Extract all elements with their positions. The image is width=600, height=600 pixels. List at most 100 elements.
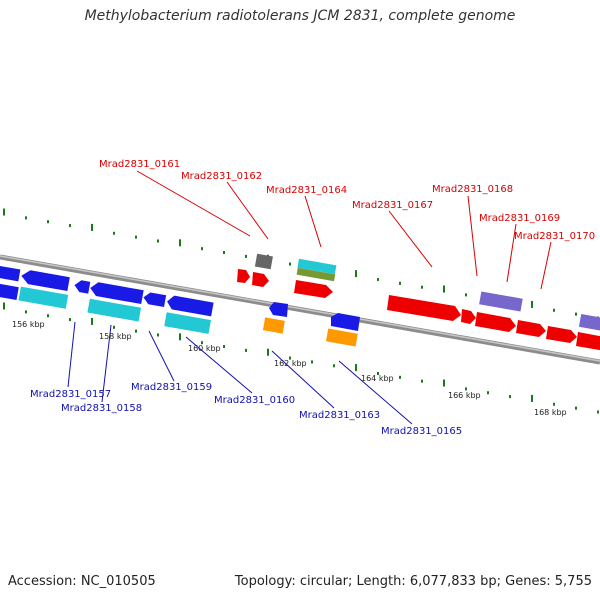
scale-tick bbox=[25, 310, 27, 314]
scale-tick bbox=[465, 293, 467, 297]
gene-box[interactable] bbox=[87, 298, 142, 322]
scale-tick bbox=[355, 364, 357, 372]
top-leader-lines bbox=[136, 170, 552, 290]
gene-label[interactable]: Mrad2831_0168 bbox=[432, 184, 513, 195]
scale-tick bbox=[69, 224, 71, 228]
gene-box[interactable] bbox=[164, 312, 211, 334]
gene-arrow[interactable] bbox=[387, 295, 461, 321]
scale-tick bbox=[3, 208, 5, 216]
scale-label: 166 kbp bbox=[448, 391, 481, 400]
scale-tick bbox=[355, 270, 357, 278]
gene-box[interactable] bbox=[296, 267, 336, 282]
scale-tick bbox=[267, 348, 269, 356]
scale-tick bbox=[531, 300, 533, 308]
scale-tick bbox=[575, 406, 577, 410]
gene-arrow[interactable] bbox=[461, 309, 476, 324]
scale-tick bbox=[311, 360, 313, 364]
scale-tick bbox=[25, 216, 27, 220]
gene-label[interactable]: Mrad2831_0167 bbox=[352, 200, 433, 211]
scale-tick bbox=[245, 348, 247, 352]
genome-backbone-highlight bbox=[0, 255, 600, 362]
gene-box[interactable] bbox=[479, 291, 523, 312]
gene-label[interactable]: Mrad2831_0165 bbox=[381, 426, 462, 437]
scale-tick bbox=[179, 239, 181, 247]
gene-box[interactable] bbox=[18, 286, 69, 309]
scale-tick bbox=[377, 277, 379, 281]
map-title: Methylobacterium radiotolerans JCM 2831,… bbox=[84, 8, 516, 24]
gene-label[interactable]: Mrad2831_0170 bbox=[514, 231, 595, 242]
gene-arrow[interactable] bbox=[331, 313, 360, 331]
gene-arrow[interactable] bbox=[237, 269, 250, 283]
genome-backbone bbox=[0, 254, 600, 365]
top-gene-labels: Mrad2831_0161 Mrad2831_0162 Mrad2831_016… bbox=[99, 159, 595, 242]
scale-tick bbox=[597, 410, 599, 414]
bottom-tick-track bbox=[3, 302, 599, 414]
accession-text: Accession: NC_010505 bbox=[8, 574, 156, 589]
gene-box[interactable] bbox=[326, 328, 358, 347]
gene-box[interactable] bbox=[297, 258, 337, 275]
gene-label[interactable]: Mrad2831_0162 bbox=[181, 171, 262, 182]
scale-label: 164 kbp bbox=[361, 374, 394, 383]
gene-arrow[interactable] bbox=[576, 332, 600, 351]
scale-tick bbox=[487, 391, 489, 395]
scale-tick bbox=[113, 231, 115, 235]
gene-label[interactable]: Mrad2831_0159 bbox=[131, 382, 212, 393]
gene-arrow[interactable] bbox=[252, 272, 269, 287]
gene-label[interactable]: Mrad2831_0157 bbox=[30, 389, 111, 400]
scale-tick bbox=[509, 395, 511, 399]
scale-tick bbox=[135, 329, 137, 333]
summary-text: Topology: circular; Length: 6,077,833 bp… bbox=[234, 574, 592, 589]
scale-labels: 156 kbp 158 kbp 160 kbp 162 kbp 164 kbp … bbox=[12, 320, 567, 417]
gene-label[interactable]: Mrad2831_0164 bbox=[266, 185, 347, 196]
scale-label: 156 kbp bbox=[12, 320, 45, 329]
scale-tick bbox=[289, 356, 291, 360]
top-tick-track bbox=[3, 208, 599, 320]
scale-tick bbox=[399, 375, 401, 379]
scale-label: 168 kbp bbox=[534, 408, 567, 417]
scale-label: 162 kbp bbox=[274, 359, 307, 368]
gene-box[interactable] bbox=[262, 317, 285, 334]
gene-features bbox=[0, 253, 600, 351]
gene-arrow[interactable] bbox=[475, 312, 516, 332]
scale-tick bbox=[531, 394, 533, 402]
scale-label: 160 kbp bbox=[188, 344, 221, 353]
gene-arrow[interactable] bbox=[142, 291, 167, 308]
scale-tick bbox=[223, 345, 225, 349]
gene-arrow[interactable] bbox=[0, 265, 21, 282]
scale-tick bbox=[3, 302, 5, 310]
scale-tick bbox=[179, 333, 181, 341]
scale-tick bbox=[201, 247, 203, 251]
gene-label[interactable]: Mrad2831_0169 bbox=[479, 213, 560, 224]
gene-arrow[interactable] bbox=[294, 280, 333, 298]
gene-box[interactable] bbox=[254, 253, 273, 270]
scale-tick bbox=[421, 379, 423, 383]
gene-arrow[interactable] bbox=[0, 283, 19, 301]
gene-label[interactable]: Mrad2831_0158 bbox=[61, 403, 142, 414]
gene-label[interactable]: Mrad2831_0161 bbox=[99, 159, 180, 170]
scale-tick bbox=[553, 308, 555, 312]
scale-tick bbox=[113, 325, 115, 329]
scale-tick bbox=[465, 387, 467, 391]
gene-arrow[interactable] bbox=[546, 326, 577, 343]
scale-tick bbox=[245, 254, 247, 258]
scale-label: 158 kbp bbox=[99, 332, 132, 341]
bottom-leader-lines bbox=[67, 321, 413, 425]
scale-tick bbox=[91, 223, 93, 231]
gene-box[interactable] bbox=[578, 314, 600, 332]
gene-arrow[interactable] bbox=[166, 295, 214, 317]
scale-tick bbox=[157, 333, 159, 337]
scale-tick bbox=[377, 371, 379, 375]
gene-label[interactable]: Mrad2831_0160 bbox=[214, 395, 295, 406]
scale-tick bbox=[289, 262, 291, 266]
gene-arrow[interactable] bbox=[73, 279, 91, 294]
scale-tick bbox=[47, 220, 49, 224]
gene-arrow[interactable] bbox=[89, 281, 144, 305]
scale-tick bbox=[69, 318, 71, 322]
gene-arrow[interactable] bbox=[516, 320, 546, 337]
gene-arrow[interactable] bbox=[269, 302, 288, 317]
gene-label[interactable]: Mrad2831_0163 bbox=[299, 410, 380, 421]
scale-tick bbox=[91, 317, 93, 325]
gene-arrow[interactable] bbox=[20, 269, 70, 292]
scale-tick bbox=[443, 379, 445, 387]
